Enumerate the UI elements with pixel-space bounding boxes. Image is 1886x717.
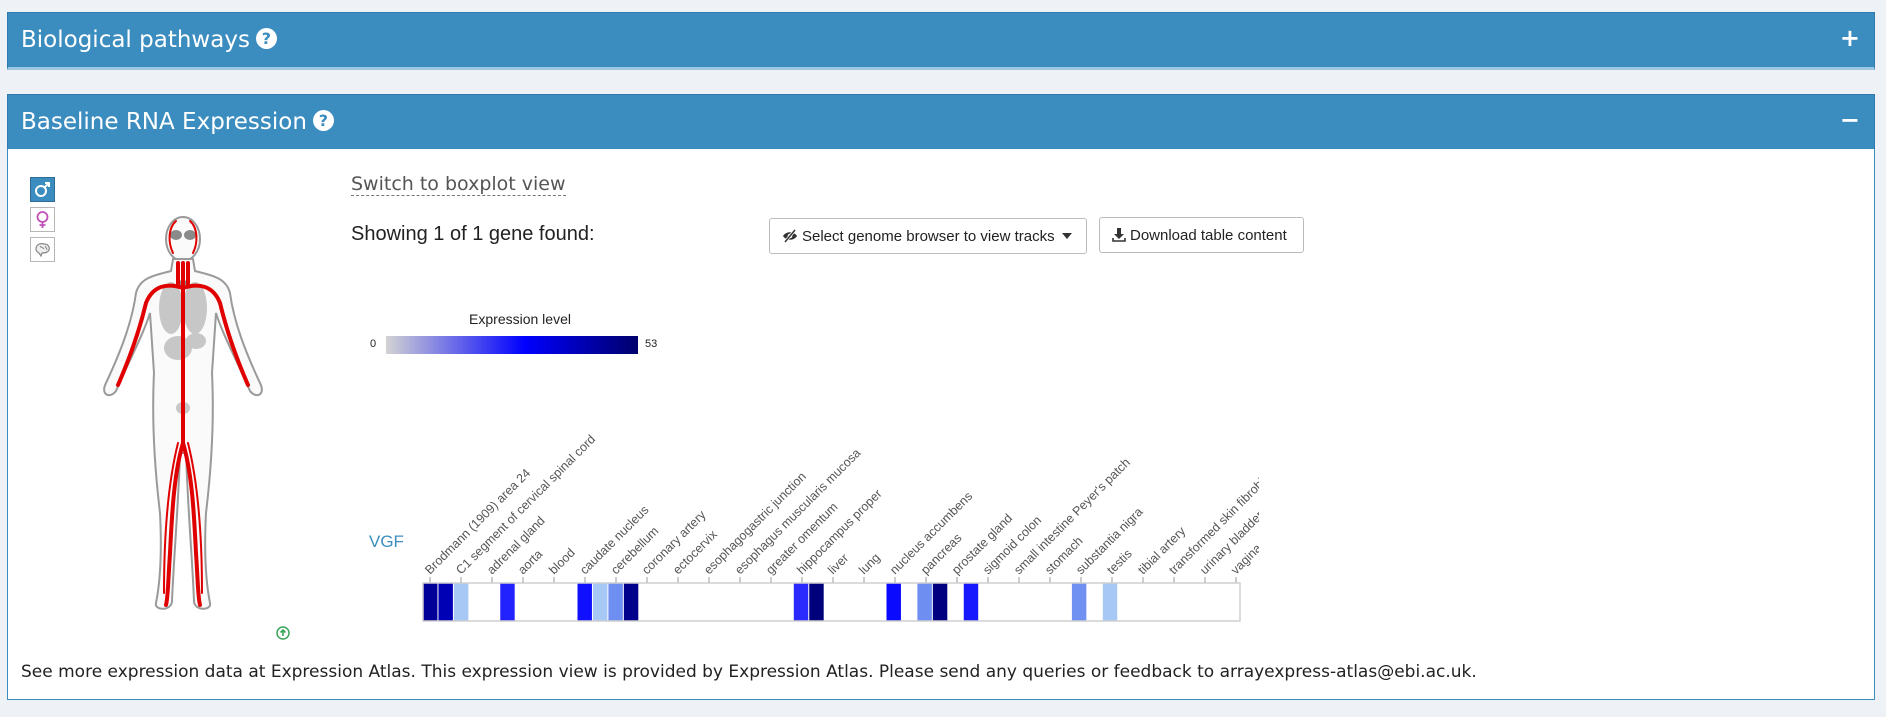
select-genome-browser-label: Select genome browser to view tracks (802, 227, 1055, 245)
baseline-rna-expression-title: Baseline RNA Expression? (21, 95, 334, 149)
caret-down-icon (1061, 233, 1072, 239)
heatmap-cell[interactable] (917, 583, 932, 621)
select-genome-browser-button[interactable]: Select genome browser to view tracks (769, 218, 1087, 254)
baseline-rna-expression-title-text: Baseline RNA Expression (21, 109, 307, 135)
info-circle-icon[interactable] (276, 626, 290, 640)
heatmap-cell[interactable] (577, 583, 592, 621)
biological-pathways-title: Biological pathways? (21, 13, 277, 67)
heatmap-cell[interactable] (500, 583, 515, 621)
baseline-rna-expression-panel: Switch to boxplot view Showing 1 of 1 ge… (7, 149, 1875, 700)
brain-anatomogram-button[interactable] (30, 237, 55, 262)
legend-title: Expression level (469, 311, 571, 327)
question-circle-icon[interactable]: ? (255, 28, 277, 49)
collapse-toggle[interactable]: − (1839, 106, 1860, 134)
footer-text: See more expression data at Expression A… (21, 662, 1477, 682)
tissue-label[interactable]: lung (856, 550, 883, 577)
brain-icon (35, 243, 50, 258)
legend-max-label: 53 (645, 338, 658, 350)
biological-pathways-header[interactable]: Biological pathways? + (7, 12, 1875, 70)
female-icon (36, 211, 49, 228)
heatmap-cell[interactable] (438, 583, 453, 621)
tissue-label[interactable]: blood (546, 546, 578, 578)
heatmap-cell[interactable] (453, 583, 469, 621)
gene-label-vgf[interactable]: VGF (369, 532, 404, 551)
download-table-button[interactable]: Download table content (1099, 217, 1304, 253)
heatmap-cell[interactable] (608, 583, 623, 621)
baseline-rna-expression-header[interactable]: Baseline RNA Expression? − (7, 94, 1875, 151)
heatmap-cell[interactable] (963, 583, 979, 621)
heatmap-cell[interactable] (1071, 583, 1087, 621)
eye-slash-icon (783, 229, 797, 243)
heatmap-cell[interactable] (932, 583, 948, 621)
gene-count-text: Showing 1 of 1 gene found: (351, 223, 595, 245)
male-anatomogram-button[interactable] (30, 177, 55, 202)
heatmap-cell[interactable] (886, 583, 901, 621)
male-icon (35, 182, 50, 197)
heatmap-cell[interactable] (423, 583, 438, 621)
heatmap-cell[interactable] (623, 583, 639, 621)
heatmap-cell[interactable] (1102, 583, 1118, 621)
download-table-label: Download table content (1130, 226, 1287, 244)
heatmap-cell[interactable] (809, 583, 824, 621)
female-anatomogram-button[interactable] (30, 207, 55, 232)
download-icon (1112, 228, 1126, 242)
biological-pathways-title-text: Biological pathways (21, 27, 250, 53)
tissue-label[interactable]: liver (825, 551, 851, 577)
heatmap-cell[interactable] (592, 583, 608, 621)
switch-to-boxplot-link[interactable]: Switch to boxplot view (351, 173, 566, 196)
question-circle-icon[interactable]: ? (312, 110, 334, 131)
legend-min-label: 0 (370, 338, 377, 350)
expression-level-gradient (386, 336, 638, 354)
tissue-label[interactable]: aorta (515, 547, 545, 577)
heatmap-cell[interactable] (793, 583, 809, 621)
expand-toggle[interactable]: + (1839, 24, 1860, 52)
human-body-anatomogram (103, 216, 263, 610)
